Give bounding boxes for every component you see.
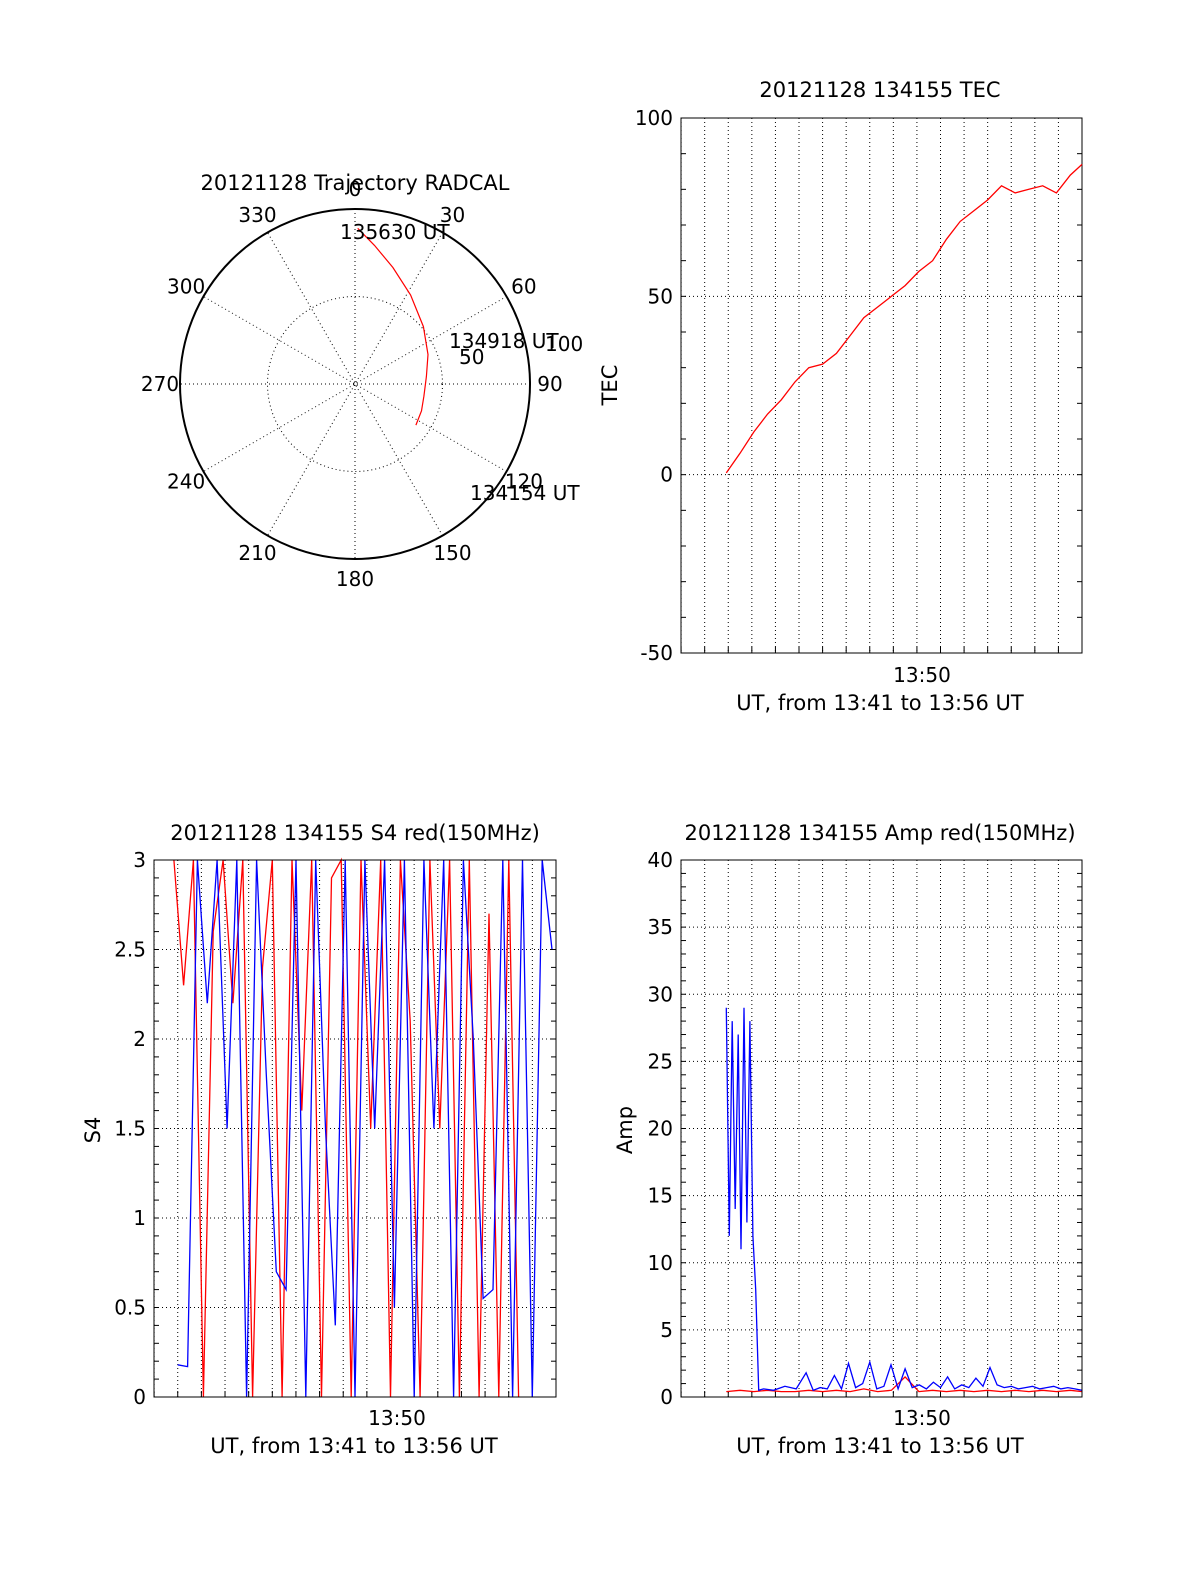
polar-title: 20121128 Trajectory RADCAL [201, 171, 510, 195]
tec-title: 20121128 134155 TEC [759, 78, 1000, 102]
polar-angle-label-120: 120 [505, 470, 543, 494]
polar-angle-label-270: 270 [141, 372, 179, 396]
amp-ytick-label: 30 [648, 982, 673, 1006]
tec-ytick-label: -50 [640, 641, 673, 665]
tec-ytick-label: 100 [635, 106, 673, 130]
s4-title: 20121128 134155 S4 red(150MHz) [170, 821, 540, 845]
amp-ytick-label: 25 [648, 1049, 673, 1073]
tec-grid [680, 118, 1082, 653]
s4-ytick-label: 0 [133, 1385, 146, 1409]
amp-y-ticks: 40 35 30 25 20 15 10 5 0 [648, 848, 1082, 1409]
s4-xtick-label: 13:50 [368, 1406, 426, 1430]
tec-xtick-label: 13:50 [893, 663, 951, 687]
amp-ytick-label: 20 [648, 1117, 673, 1141]
polar-radius-label-100: 100 [545, 332, 583, 356]
polar-track-line [357, 227, 429, 426]
amp-series-line-1 [725, 1007, 1083, 1392]
amp-ytick-label: 10 [648, 1251, 673, 1275]
s4-ytick-label: 2 [133, 1027, 146, 1051]
tec-ytick-label: 0 [660, 463, 673, 487]
s4-series-line-0 [173, 857, 520, 1398]
amp-ytick-label: 35 [648, 915, 673, 939]
amp-xtick-label: 13:50 [893, 1406, 951, 1430]
polar-spokes [180, 209, 530, 559]
polar-angle-label-300: 300 [167, 275, 205, 299]
amp-ytick-label: 5 [660, 1318, 673, 1342]
tec-ytick-label: 50 [648, 284, 673, 308]
polar-angle-label-240: 240 [167, 470, 205, 494]
polar-angle-label-90: 90 [537, 372, 562, 396]
amp-ytick-label: 15 [648, 1184, 673, 1208]
s4-ytick-label: 2.5 [114, 938, 146, 962]
s4-xlabel: UT, from 13:41 to 13:56 UT [210, 1434, 498, 1458]
polar-annotation-start: 135630 UT [340, 220, 450, 244]
polar-plot: 20121128 Trajectory RADCAL 0 30 60 90 120 150… [141, 171, 583, 591]
tec-xlabel: UT, from 13:41 to 13:56 UT [736, 691, 1024, 715]
amp-xlabel: UT, from 13:41 to 13:56 UT [736, 1434, 1024, 1458]
polar-annotation-end: 134154 UT [470, 481, 580, 505]
amp-ylabel: Amp [613, 1106, 637, 1154]
polar-angle-label-180: 180 [336, 567, 374, 591]
polar-angle-label-0: 0 [349, 177, 362, 201]
s4-ylabel: S4 [81, 1117, 105, 1144]
s4-ytick-label: 1 [133, 1206, 146, 1230]
s4-ytick-label: 1.5 [114, 1117, 146, 1141]
tec-y-ticks: 100 50 0 -50 [635, 106, 1082, 665]
s4-y-ticks: 3 2.5 2 1.5 1 0.5 0 [114, 848, 556, 1409]
amp-ytick-label: 0 [660, 1385, 673, 1409]
s4-ytick-label: 0.5 [114, 1296, 146, 1320]
tec-series-line-0 [725, 163, 1083, 474]
amp-grid [680, 860, 1082, 1397]
amp-series-line-0 [726, 1375, 1083, 1393]
s4-plot: 20121128 134155 S4 red(150MHz) 3 2.5 2 1.5 1… [81, 821, 557, 1458]
s4-series-line-1 [177, 859, 553, 1398]
polar-angle-label-30: 30 [440, 203, 465, 227]
amp-series [725, 1007, 1083, 1393]
polar-angle-labels: 0 30 60 90 120 150 180 210 240 270 300 330 [141, 177, 563, 591]
polar-annotation-mid: 134918 UT [449, 329, 559, 353]
tec-series [725, 163, 1083, 474]
polar-angle-label-210: 210 [238, 541, 276, 565]
polar-inner-ring [267, 296, 443, 472]
polar-radius-label-50: 50 [459, 345, 484, 369]
polar-angle-label-150: 150 [433, 541, 471, 565]
polar-angle-label-330: 330 [238, 203, 276, 227]
amp-ytick-label: 40 [648, 848, 673, 872]
s4-ytick-label: 3 [133, 848, 146, 872]
tec-ylabel: TEC [598, 365, 622, 407]
tec-plot: 20121128 134155 TEC 100 50 0 -50 13:50 UT, … [598, 78, 1083, 715]
amp-title: 20121128 134155 Amp red(150MHz) [684, 821, 1075, 845]
s4-grid [153, 860, 556, 1397]
tec-frame [680, 117, 1083, 654]
amp-plot: 20121128 134155 Amp red(150MHz) 40 35 30 25… [613, 821, 1083, 1458]
polar-angle-label-60: 60 [511, 275, 536, 299]
